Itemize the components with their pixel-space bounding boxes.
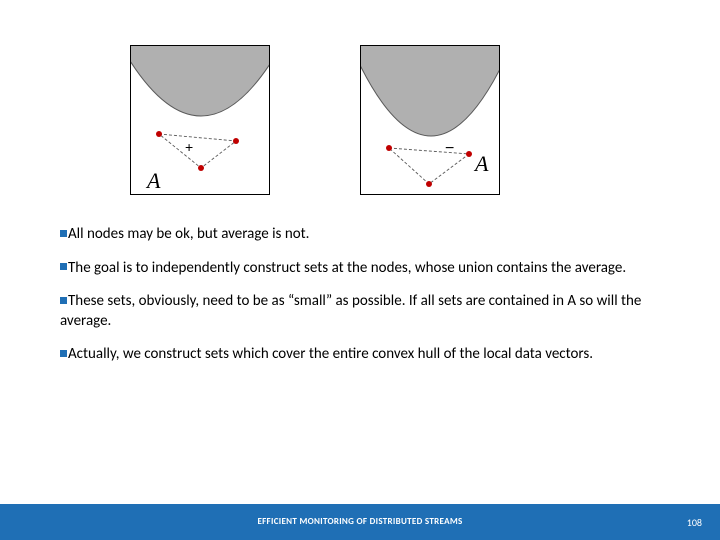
node-point xyxy=(466,151,472,157)
node-point xyxy=(233,138,239,144)
arc-region xyxy=(131,46,270,116)
bullet-text: All nodes may be ok, but average is not. xyxy=(68,225,309,243)
bullet-item: All nodes may be ok, but average is not. xyxy=(60,225,660,245)
footer-title: EFFICIENT MONITORING OF DISTRIBUTED STRE… xyxy=(0,516,720,527)
bullet-square-icon xyxy=(60,263,67,270)
bullet-square-icon xyxy=(60,350,67,357)
sign-plus: + xyxy=(185,139,193,155)
convex-hull xyxy=(389,148,469,184)
arc-region xyxy=(361,46,500,136)
label-A-left: A xyxy=(147,168,160,194)
diagrams-row: + A − A xyxy=(130,45,500,195)
bullet-item: Actually, we construct sets which cover … xyxy=(60,345,660,365)
bullet-square-icon xyxy=(60,230,67,237)
node-point xyxy=(426,181,432,187)
node-point xyxy=(198,165,204,171)
bullet-square-icon xyxy=(60,297,67,304)
diagram-left: + A xyxy=(130,45,270,195)
convex-hull xyxy=(159,134,236,168)
bullet-text: These sets, obviously, need to be as “sm… xyxy=(60,292,641,330)
bullet-item: These sets, obviously, need to be as “sm… xyxy=(60,292,660,331)
bullet-text: Actually, we construct sets which cover … xyxy=(68,345,593,363)
page-number: 108 xyxy=(687,516,702,529)
node-point xyxy=(386,145,392,151)
bullet-item: The goal is to independently construct s… xyxy=(60,259,660,279)
bullet-text: The goal is to independently construct s… xyxy=(68,259,626,277)
node-point xyxy=(156,131,162,137)
diagram-right: − A xyxy=(360,45,500,195)
sign-minus: − xyxy=(445,140,454,157)
footer-bar: EFFICIENT MONITORING OF DISTRIBUTED STRE… xyxy=(0,504,720,540)
label-A-right: A xyxy=(475,151,488,177)
bullet-list: All nodes may be ok, but average is not.… xyxy=(60,225,660,379)
slide: { "diagrams": { "left": { "label": "A", … xyxy=(0,0,720,540)
